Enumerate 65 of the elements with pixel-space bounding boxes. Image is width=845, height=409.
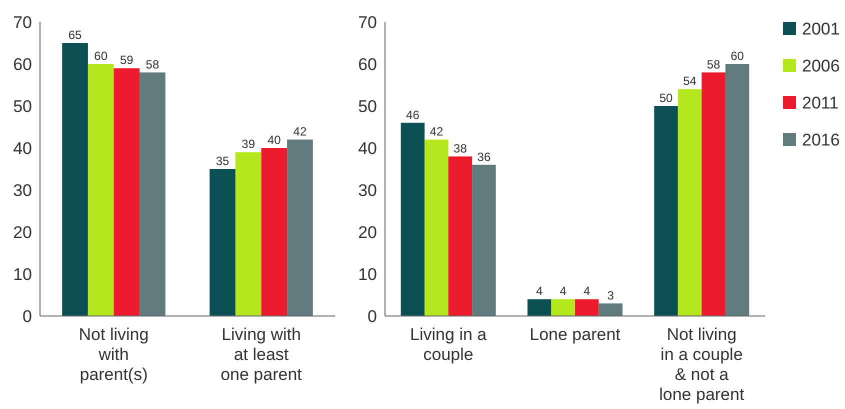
legend-label: 2006 [802,56,840,76]
y-tick-label: 20 [358,222,377,242]
data-label: 54 [683,74,697,88]
y-tick-label: 0 [22,306,32,326]
y-tick-label: 60 [13,54,32,74]
data-label: 42 [293,124,307,139]
bar [448,156,472,316]
data-label: 40 [267,133,282,147]
bar [261,148,288,316]
data-label: 60 [94,49,108,63]
y-tick-label: 20 [13,222,32,242]
bar [598,303,622,316]
data-label: 36 [477,150,491,164]
bar [528,299,552,316]
y-tick-label: 10 [358,264,377,284]
x-tick-label: Not living with parent(s) [78,325,149,384]
bar [210,169,236,316]
bar [472,164,496,316]
bar [88,64,114,316]
y-tick-label: 40 [13,138,32,158]
bar [287,140,313,316]
y-tick-label: 50 [13,96,32,116]
legend-label: 2011 [802,93,839,112]
bar [678,89,702,316]
data-label: 50 [659,91,674,105]
bar [114,68,140,316]
data-label: 4 [584,284,591,298]
y-tick-label: 70 [13,12,32,32]
bar [140,72,166,316]
data-label: 59 [120,53,134,68]
y-tick-label: 60 [358,54,377,74]
data-label: 35 [216,154,230,168]
data-label: 39 [242,137,256,152]
y-tick-label: 10 [13,264,32,284]
data-label: 4 [536,284,544,298]
bar [575,299,599,316]
y-tick-label: 30 [13,180,32,200]
bar [702,72,726,316]
data-label: 58 [706,57,721,72]
data-label: 42 [430,124,444,139]
data-label: 38 [454,141,468,156]
x-tick-label: Not living in a couple & not a lone parent [659,325,744,404]
y-tick-label: 30 [358,180,377,200]
x-tick-label: Living with at least one parent [220,325,302,384]
bar [725,64,750,316]
data-label: 4 [560,284,567,298]
bar [235,152,262,316]
bar [424,140,448,316]
x-tick-label: Lone parent [530,325,621,344]
y-tick-label: 0 [368,306,377,326]
y-tick-label: 50 [358,96,377,116]
y-tick-label: 70 [358,12,377,32]
bar [400,122,425,316]
y-tick-label: 40 [358,138,377,158]
bar [654,106,678,316]
data-label: 46 [406,108,420,122]
bar [62,43,88,316]
data-label: 58 [146,57,160,72]
bar [551,299,575,316]
data-label: 60 [730,49,744,63]
legend-label: 2016 [802,130,840,150]
data-label: 3 [607,288,614,302]
legend-label: 2001 [802,19,840,38]
data-label: 65 [68,28,82,42]
x-tick-label: Living in a couple [410,325,488,364]
